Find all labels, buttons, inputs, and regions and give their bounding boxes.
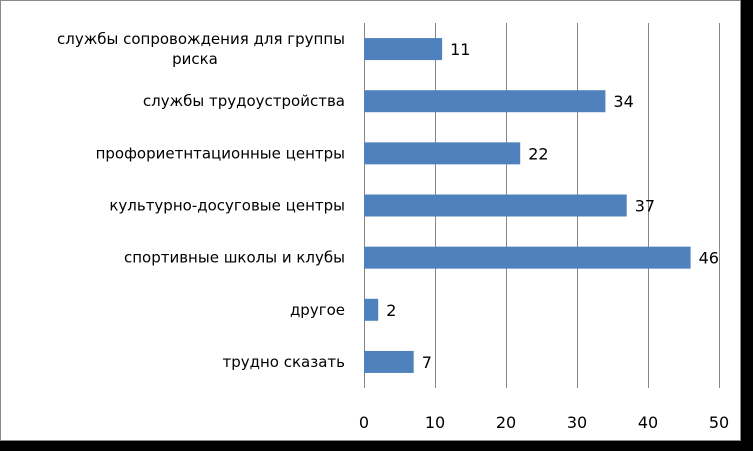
category-label: другое [290,301,345,319]
x-tick-label: 50 [709,413,729,432]
x-tick-label: 0 [359,413,369,432]
category-labels: службы сопровождения для группы риска служ… [57,30,345,371]
category-label: службы сопровождения для группы [57,30,345,48]
gridlines [364,23,720,388]
bar [364,350,414,373]
x-tick-label: 30 [567,413,587,432]
bar [364,90,606,113]
data-label: 22 [528,144,548,163]
x-tick-label: 40 [638,413,658,432]
category-label: спортивные школы и клубы [124,249,345,267]
category-label: трудно сказать [222,353,345,371]
x-tick-label: 20 [496,413,516,432]
bar [364,298,379,321]
data-label: 37 [635,197,655,216]
bar [364,142,521,165]
data-label: 34 [613,92,633,111]
category-label: риска [172,50,218,68]
bar [364,194,627,217]
category-label: службы трудоустройства [143,92,345,110]
category-label: профориетнтационные центры [96,144,345,162]
data-label: 46 [699,249,719,268]
bars [364,38,691,373]
data-label: 7 [422,353,432,372]
data-label: 11 [450,40,470,59]
bar [364,38,443,61]
x-tick-label: 10 [425,413,445,432]
category-label: культурно-досуговые центры [109,197,345,215]
data-label: 2 [386,301,396,320]
bar [364,246,691,269]
x-axis-ticks: 0 10 20 30 40 50 [359,413,729,432]
data-labels: 11 34 22 37 46 2 7 [386,40,719,372]
